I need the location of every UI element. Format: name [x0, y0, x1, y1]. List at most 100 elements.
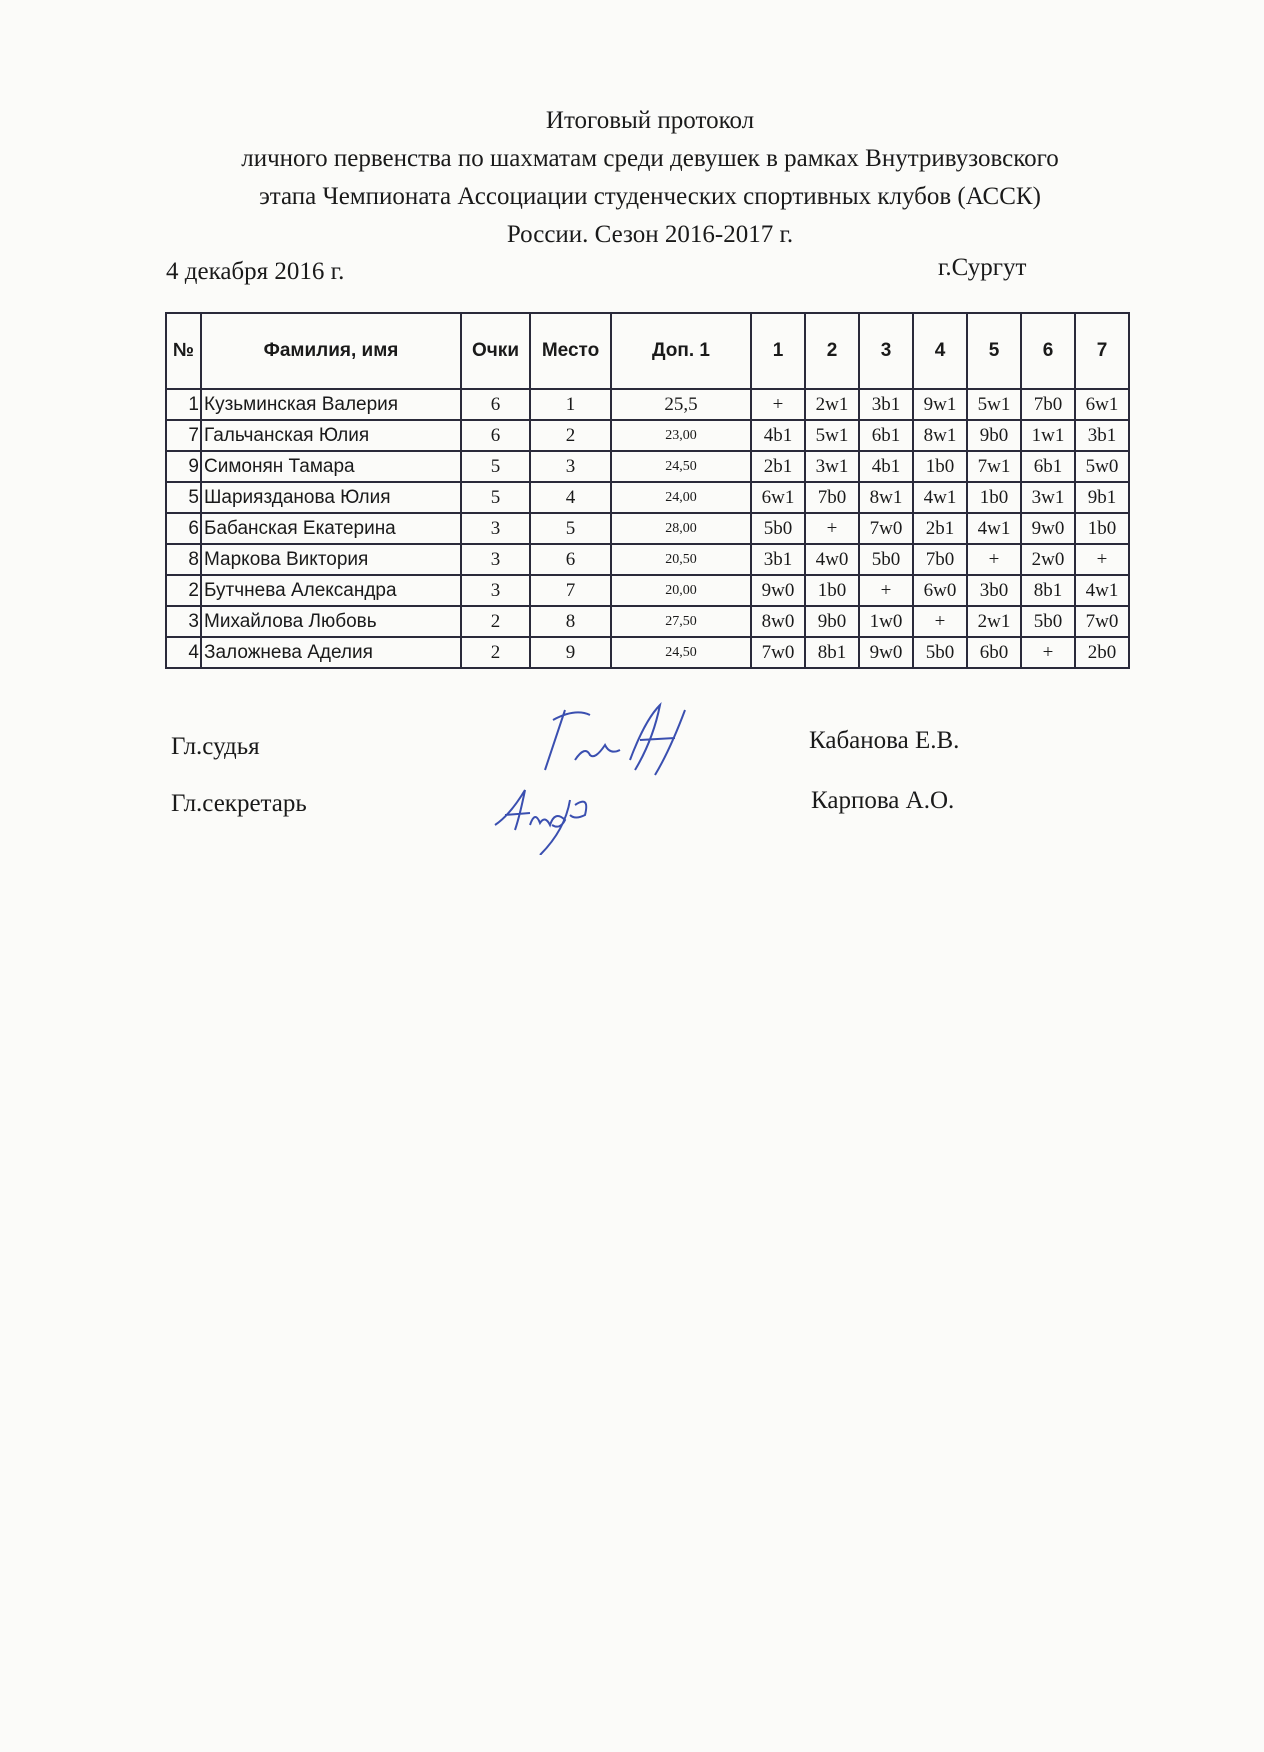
round-result-cell: 6b1 [1020, 450, 1076, 483]
player-name: Шариязданова Юлия [200, 481, 462, 514]
column-header: 3 [858, 312, 914, 390]
round-result-cell: 5b0 [858, 543, 914, 576]
title-line: России. Сезон 2016-2017 г. [506, 221, 794, 248]
column-header: № [165, 312, 202, 390]
document-date: 4 декабря 2016 г. [166, 258, 345, 285]
round-result-cell: 6w1 [750, 481, 806, 514]
player-number: 8 [165, 543, 202, 576]
document-title: Итоговый протокол личного первенства по … [150, 102, 1150, 254]
judge-label: Гл.судья [171, 733, 260, 760]
table-row: 1 Кузьминская Валерия 6 1 25,5 +2w1 3b1 9w1 5w1 7… [165, 388, 1130, 421]
round-result-cell: 7b0 [1020, 388, 1076, 421]
tiebreak-cell: 24,00 [610, 481, 752, 514]
table-row: 7 Гальчанская Юлия 6 2 23,00 4b1 5w1 6b1 8w1 9b0 1… [165, 419, 1130, 452]
round-result-cell: 9w1 [912, 388, 968, 421]
round-result-cell: 8b1 [804, 636, 860, 669]
column-header: Фамилия, имя [200, 312, 462, 390]
place-cell: 9 [529, 636, 612, 669]
round-result-cell: 2w0 [1020, 543, 1076, 576]
round-result-cell: 8w0 [750, 605, 806, 638]
round-result-cell: 2b1 [912, 512, 968, 545]
round-result-cell: 5b0 [912, 636, 968, 669]
secretary-signature [494, 789, 588, 855]
points-cell: 3 [460, 512, 531, 545]
round-result-cell: 1b0 [804, 574, 860, 607]
round-result-cell: + [804, 512, 860, 545]
round-result-cell: 9w0 [858, 636, 914, 669]
table-row: 9 Симонян Тамара 5 3 24,50 2b1 3w1 4b1 1b0 7w1 6b1… [165, 450, 1130, 483]
title-line: Итоговый протокол [545, 107, 755, 134]
round-result-cell: 8w1 [858, 481, 914, 514]
column-header: 6 [1020, 312, 1076, 390]
place-cell: 3 [529, 450, 612, 483]
round-result-cell: 1w0 [858, 605, 914, 638]
round-result-cell: 1b0 [966, 481, 1022, 514]
tiebreak-cell: 27,50 [610, 605, 752, 638]
round-result-cell: 7w0 [750, 636, 806, 669]
points-cell: 3 [460, 574, 531, 607]
table-row: 8 Маркова Виктория 3 6 20,50 3b1 4w0 5b0 7b0 +2w0… [165, 543, 1130, 576]
player-name: Заложнева Аделия [200, 636, 462, 669]
column-header: Очки [460, 312, 531, 390]
player-name: Михайлова Любовь [200, 605, 462, 638]
round-result-cell: 4w0 [804, 543, 860, 576]
round-result-cell: 5w1 [966, 388, 1022, 421]
round-result-cell: 7w0 [1074, 605, 1130, 638]
round-result-cell: 9w0 [750, 574, 806, 607]
column-header: 7 [1074, 312, 1130, 390]
round-result-cell: 7b0 [804, 481, 860, 514]
round-result-cell: 1b0 [1074, 512, 1130, 545]
points-cell: 2 [460, 605, 531, 638]
round-result-cell: 4w1 [1074, 574, 1130, 607]
title-line: личного первенства по шахматам среди дев… [241, 145, 1059, 172]
results-table: № Фамилия, имя Очки Место Доп. 1 1 2 3 4… [165, 312, 1130, 669]
round-result-cell: 8b1 [1020, 574, 1076, 607]
player-number: 6 [165, 512, 202, 545]
round-result-cell: + [858, 574, 914, 607]
points-cell: 2 [460, 636, 531, 669]
tiebreak-cell: 24,50 [610, 636, 752, 669]
column-header: 1 [750, 312, 806, 390]
player-name: Маркова Виктория [200, 543, 462, 576]
player-name: Гальчанская Юлия [200, 419, 462, 452]
round-result-cell: 7w0 [858, 512, 914, 545]
round-result-cell: 4b1 [750, 419, 806, 452]
round-result-cell: 3b0 [966, 574, 1022, 607]
column-header: 5 [966, 312, 1022, 390]
tiebreak-cell: 23,00 [610, 419, 752, 452]
points-cell: 5 [460, 450, 531, 483]
player-number: 2 [165, 574, 202, 607]
round-result-cell: 8w1 [912, 419, 968, 452]
place-cell: 1 [529, 388, 612, 421]
judge-signature [544, 701, 686, 776]
column-header: 4 [912, 312, 968, 390]
round-result-cell: 5b0 [750, 512, 806, 545]
table-row: 3 Михайлова Любовь 2 8 27,50 8w0 9b0 1w0 +2w1 5b0… [165, 605, 1130, 638]
table-row: 5 Шариязданова Юлия 5 4 24,00 6w1 7b0 8w1 4w1 1b0… [165, 481, 1130, 514]
round-result-cell: 9w0 [1020, 512, 1076, 545]
round-result-cell: 2w1 [804, 388, 860, 421]
column-header: Доп. 1 [610, 312, 752, 390]
player-name: Кузьминская Валерия [200, 388, 462, 421]
round-result-cell: 6b1 [858, 419, 914, 452]
points-cell: 3 [460, 543, 531, 576]
round-result-cell: 6w1 [1074, 388, 1130, 421]
place-cell: 5 [529, 512, 612, 545]
place-cell: 6 [529, 543, 612, 576]
tiebreak-cell: 20,00 [610, 574, 752, 607]
player-name: Симонян Тамара [200, 450, 462, 483]
round-result-cell: 3w1 [1020, 481, 1076, 514]
secretary-name: Карпова А.О. [811, 787, 955, 814]
round-result-cell: + [1020, 636, 1076, 669]
table-row: 6 Бабанская Екатерина 3 5 28,00 5b0 +7w0 2b1 4w1… [165, 512, 1130, 545]
round-result-cell: + [1074, 543, 1130, 576]
document-city: г.Сургут [938, 254, 1027, 281]
round-result-cell: 9b1 [1074, 481, 1130, 514]
player-number: 5 [165, 481, 202, 514]
round-result-cell: 3b1 [750, 543, 806, 576]
round-result-cell: 3w1 [804, 450, 860, 483]
place-cell: 8 [529, 605, 612, 638]
place-cell: 4 [529, 481, 612, 514]
round-result-cell: 7w1 [966, 450, 1022, 483]
table-row: 2 Бутчнева Александра 3 7 20,00 9w0 1b0 +6w0 3b0… [165, 574, 1130, 607]
